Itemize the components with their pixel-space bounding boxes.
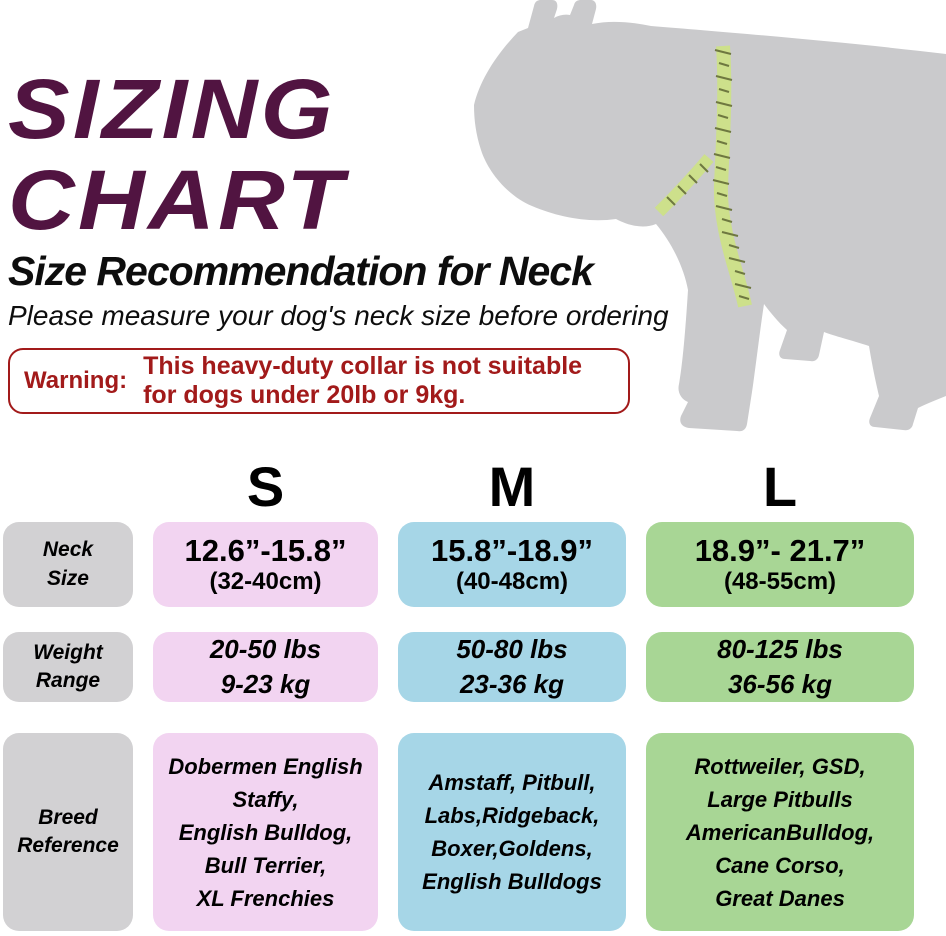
neck-size-l-cm: (48-55cm): [723, 567, 837, 595]
measuring-tape-tick-marks: [666, 49, 752, 300]
size-header-row: S M L: [3, 452, 914, 522]
column-header-s: S: [246, 455, 285, 518]
cell-weight-range-s: 20-50 lbs 9-23 kg: [153, 632, 378, 703]
measure-note: Please measure your dog's neck size befo…: [8, 300, 669, 331]
warning-label: Warning:: [24, 367, 128, 394]
size-table: S M L Neck Size 12.6”-15.8” (32-40cm) 15…: [3, 452, 914, 931]
column-header-l: L: [762, 455, 798, 518]
dog-silhouette-with-measuring-tape-icon: [474, 0, 946, 432]
breed-reference-m-value: Amstaff, Pitbull, Labs,Ridgeback, Boxer,…: [422, 770, 602, 894]
warning-message: This heavy-duty collar is not suitable f…: [143, 351, 583, 410]
row-label-weight-range: Weight Range: [3, 632, 133, 703]
weight-range-m-value: 50-80 lbs 23-36 kg: [456, 634, 568, 700]
neck-size-m-cm: (40-48cm): [455, 567, 569, 595]
cell-breed-reference-s: Dobermen English Staffy, English Bulldog…: [153, 733, 378, 931]
row-label-breed-reference: Breed Reference: [3, 733, 133, 931]
cell-breed-reference-l: Rottweiler, GSD, Large Pitbulls American…: [646, 733, 914, 931]
table-row-breed-reference: Breed Reference Dobermen English Staffy,…: [3, 733, 914, 931]
column-header-m: M: [488, 455, 536, 518]
table-row-weight-range: Weight Range 20-50 lbs 9-23 kg 50-80 lbs…: [3, 632, 914, 703]
cell-weight-range-l: 80-125 lbs 36-56 kg: [646, 632, 914, 703]
cell-neck-size-l: 18.9”- 21.7” (48-55cm): [646, 522, 914, 607]
weight-range-l-value: 80-125 lbs 36-56 kg: [717, 634, 843, 700]
cell-weight-range-m: 50-80 lbs 23-36 kg: [398, 632, 626, 703]
subtitle: Size Recommendation for Neck: [8, 248, 594, 294]
warning-box: Warning: This heavy-duty collar is not s…: [8, 348, 630, 414]
breed-reference-s-value: Dobermen English Staffy, English Bulldog…: [168, 753, 363, 911]
cell-neck-size-s: 12.6”-15.8” (32-40cm): [153, 522, 378, 607]
cell-breed-reference-m: Amstaff, Pitbull, Labs,Ridgeback, Boxer,…: [398, 733, 626, 931]
neck-size-s-inches: 12.6”-15.8”: [184, 532, 347, 568]
cell-neck-size-m: 15.8”-18.9” (40-48cm): [398, 522, 626, 607]
table-row-neck-size: Neck Size 12.6”-15.8” (32-40cm) 15.8”-18…: [3, 522, 914, 607]
breed-reference-l-value: Rottweiler, GSD, Large Pitbulls American…: [685, 753, 875, 911]
weight-range-s-value: 20-50 lbs 9-23 kg: [209, 634, 322, 700]
neck-size-l-inches: 18.9”- 21.7”: [694, 532, 866, 568]
page-title: SIZING CHART: [8, 62, 347, 247]
neck-size-s-cm: (32-40cm): [209, 567, 322, 595]
row-label-neck-size: Neck Size: [3, 522, 133, 607]
dog-body-shape: [474, 0, 946, 432]
neck-size-m-inches: 15.8”-18.9”: [431, 532, 593, 568]
measuring-tape-branch-strip: [654, 154, 714, 217]
